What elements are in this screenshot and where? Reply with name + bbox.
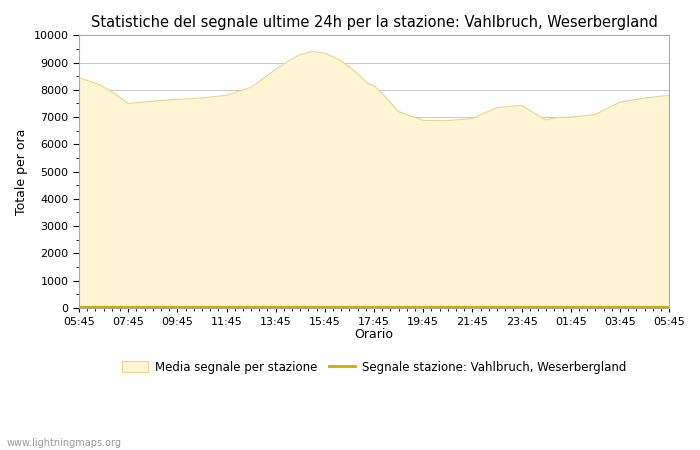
Y-axis label: Totale per ora: Totale per ora [15, 128, 28, 215]
X-axis label: Orario: Orario [354, 328, 393, 341]
Text: www.lightningmaps.org: www.lightningmaps.org [7, 438, 122, 448]
Title: Statistiche del segnale ultime 24h per la stazione: Vahlbruch, Weserbergland: Statistiche del segnale ultime 24h per l… [90, 15, 657, 30]
Legend: Media segnale per stazione, Segnale stazione: Vahlbruch, Weserbergland: Media segnale per stazione, Segnale staz… [117, 356, 631, 378]
